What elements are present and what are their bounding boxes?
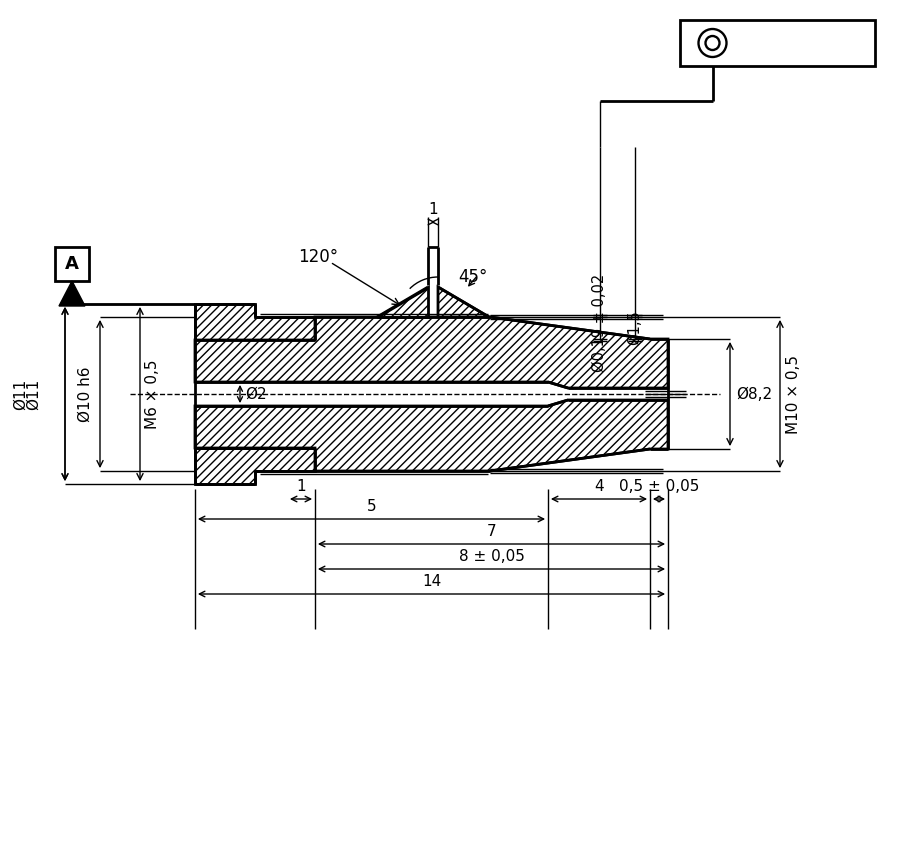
Polygon shape: [195, 448, 315, 484]
Polygon shape: [377, 287, 428, 317]
Text: 120°: 120°: [298, 248, 338, 266]
Bar: [680, 20, 875, 66]
Text: A: A: [65, 255, 79, 273]
Polygon shape: [195, 304, 315, 340]
Text: Ø10 h6: Ø10 h6: [78, 366, 93, 422]
Text: 1: 1: [428, 202, 437, 217]
Text: 1: 1: [296, 479, 306, 494]
Text: A: A: [835, 34, 849, 52]
Text: 0,1: 0,1: [762, 34, 793, 52]
Text: Ø11: Ø11: [13, 378, 28, 409]
Text: Ø2: Ø2: [245, 387, 267, 402]
Text: M10 × 0,5: M10 × 0,5: [786, 354, 801, 434]
Text: 45°: 45°: [459, 268, 488, 286]
Text: 14: 14: [422, 574, 441, 589]
Text: M6 × 0,5: M6 × 0,5: [145, 360, 160, 429]
Text: 0,5 ± 0,05: 0,5 ± 0,05: [618, 479, 699, 494]
Text: 5: 5: [367, 499, 376, 514]
Text: 8 ± 0,05: 8 ± 0,05: [459, 549, 525, 564]
Polygon shape: [195, 317, 668, 388]
Polygon shape: [438, 287, 489, 317]
Polygon shape: [59, 281, 85, 306]
Text: 7: 7: [487, 524, 496, 539]
Text: Ø8,2: Ø8,2: [736, 387, 772, 402]
Text: Ø1,5: Ø1,5: [628, 311, 642, 345]
Text: 4: 4: [595, 479, 604, 494]
Polygon shape: [195, 400, 668, 471]
Text: Ø11: Ø11: [26, 378, 40, 409]
Bar: [55, 247, 89, 281]
Text: Ø0,19 ± 0,02: Ø0,19 ± 0,02: [593, 273, 607, 372]
